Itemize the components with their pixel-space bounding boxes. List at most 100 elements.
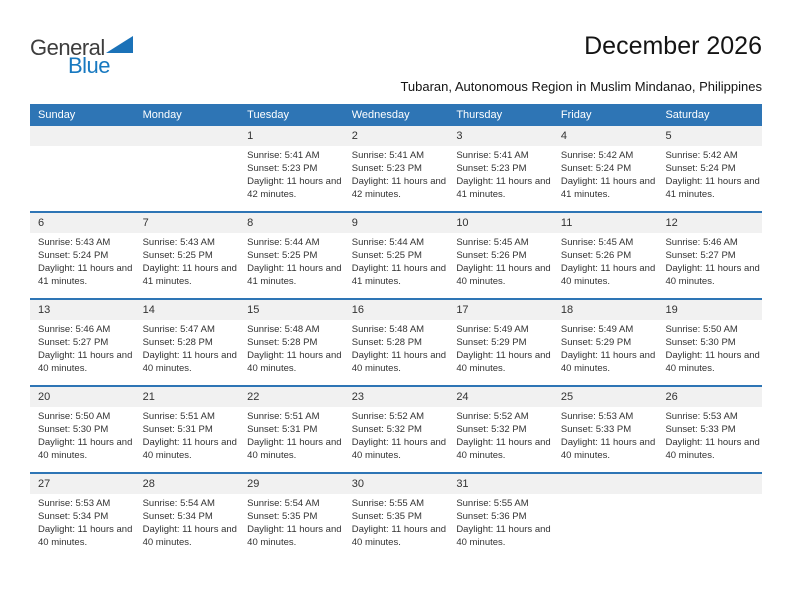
sunset-text: Sunset: 5:34 PM [38,511,109,522]
day-details: Sunrise: 5:41 AM Sunset: 5:23 PM Daylight:… [448,146,553,211]
daylight-text: Daylight: 11 hours and 41 minutes. [665,176,760,200]
day-number [552,474,658,494]
weekday-thursday: Thursday [456,109,503,121]
sunset-text: Sunset: 5:29 PM [560,337,632,348]
day-cell: 19 Sunrise: 5:50 AM Sunset: 5:30 PM Dayligh… [657,300,763,385]
sunrise-text: Sunrise: 5:43 AM [38,237,111,248]
day-number: 20 [30,387,135,407]
day-number: 12 [657,213,763,233]
sunrise-text: Sunrise: 5:49 AM [560,324,634,335]
daylight-text: Daylight: 11 hours and 40 minutes. [351,350,447,374]
daylight-text: Daylight: 11 hours and 40 minutes. [456,263,551,287]
sunset-text: Sunset: 5:28 PM [247,337,318,348]
sunset-text: Sunset: 5:30 PM [665,337,736,348]
sunrise-text: Sunrise: 5:46 AM [665,237,738,248]
daylight-text: Daylight: 11 hours and 40 minutes. [38,350,133,374]
sunrise-text: Sunrise: 5:52 AM [456,411,529,422]
sunset-text: Sunset: 5:28 PM [142,337,213,348]
day-cell: 11 Sunrise: 5:45 AM Sunset: 5:26 PM Dayligh… [552,213,658,298]
daylight-text: Daylight: 11 hours and 41 minutes. [247,263,342,287]
daylight-text: Daylight: 11 hours and 42 minutes. [351,176,447,200]
daylight-text: Daylight: 11 hours and 41 minutes. [456,176,551,200]
weekday-friday: Friday [560,109,592,121]
empty-day-cell [30,126,135,211]
week-row: 20 Sunrise: 5:50 AM Sunset: 5:30 PM Dayligh… [30,385,763,472]
day-details: Sunrise: 5:41 AM Sunset: 5:23 PM Daylight:… [239,146,344,211]
day-number: 30 [343,474,449,494]
day-details: Sunrise: 5:50 AM Sunset: 5:30 PM Daylight:… [30,407,135,472]
day-number: 8 [239,213,344,233]
day-number: 5 [657,126,763,146]
sunrise-text: Sunrise: 5:46 AM [38,324,111,335]
day-number: 16 [343,300,449,320]
sunrise-text: Sunrise: 5:51 AM [247,411,320,422]
sunrise-text: Sunrise: 5:55 AM [456,498,529,509]
sunrise-text: Sunrise: 5:49 AM [456,324,529,335]
sunset-text: Sunset: 5:29 PM [456,337,527,348]
day-number: 19 [657,300,763,320]
day-details: Sunrise: 5:52 AM Sunset: 5:32 PM Daylight:… [448,407,553,472]
sunrise-text: Sunrise: 5:43 AM [142,237,215,248]
weekday-tuesday: Tuesday [247,109,289,121]
sunset-text: Sunset: 5:24 PM [38,250,109,261]
daylight-text: Daylight: 11 hours and 40 minutes. [665,350,760,374]
sunset-text: Sunset: 5:30 PM [38,424,109,435]
day-number: 31 [448,474,553,494]
day-number: 1 [239,126,344,146]
day-details: Sunrise: 5:53 AM Sunset: 5:33 PM Daylight:… [657,407,762,472]
sunrise-text: Sunrise: 5:41 AM [351,150,425,161]
day-cell: 26 Sunrise: 5:53 AM Sunset: 5:33 PM Dayligh… [657,387,763,472]
general-blue-logo: General Blue [30,36,133,77]
day-number: 24 [448,387,553,407]
day-details: Sunrise: 5:53 AM Sunset: 5:34 PM Daylight:… [30,494,135,559]
day-details: Sunrise: 5:42 AM Sunset: 5:24 PM Daylight:… [657,146,762,211]
weekday-saturday: Saturday [665,109,710,121]
sunset-text: Sunset: 5:24 PM [665,163,736,174]
daylight-text: Daylight: 11 hours and 40 minutes. [665,263,760,287]
daylight-text: Daylight: 11 hours and 40 minutes. [456,350,551,374]
logo-text-blue: Blue [68,53,111,78]
sunrise-text: Sunrise: 5:54 AM [142,498,215,509]
sunset-text: Sunset: 5:26 PM [456,250,527,261]
sunset-text: Sunset: 5:33 PM [560,424,632,435]
daylight-text: Daylight: 11 hours and 40 minutes. [456,524,551,548]
day-cell: 9 Sunrise: 5:44 AM Sunset: 5:25 PM Daylight… [343,213,449,298]
day-details: Sunrise: 5:46 AM Sunset: 5:27 PM Daylight:… [30,320,135,385]
sunrise-text: Sunrise: 5:41 AM [247,150,320,161]
day-number: 21 [134,387,240,407]
day-number: 14 [134,300,240,320]
day-number: 29 [239,474,344,494]
weekday-header-row: Sunday Monday Tuesday Wednesday Thursday… [30,104,762,126]
sunrise-text: Sunrise: 5:42 AM [560,150,634,161]
day-cell: 17 Sunrise: 5:49 AM Sunset: 5:29 PM Dayligh… [448,300,553,385]
week-row: 6 Sunrise: 5:43 AM Sunset: 5:24 PM Daylight… [30,211,763,298]
daylight-text: Daylight: 11 hours and 41 minutes. [142,263,237,287]
day-number [134,126,240,146]
day-details: Sunrise: 5:52 AM Sunset: 5:32 PM Daylight:… [344,407,449,472]
day-number: 17 [448,300,553,320]
day-cell: 28 Sunrise: 5:54 AM Sunset: 5:34 PM Dayligh… [134,474,240,559]
day-details: Sunrise: 5:45 AM Sunset: 5:26 PM Daylight:… [553,233,658,298]
day-details [135,146,240,211]
sunrise-text: Sunrise: 5:53 AM [665,411,738,422]
day-details [30,146,135,211]
sunset-text: Sunset: 5:25 PM [351,250,422,261]
sunset-text: Sunset: 5:26 PM [560,250,632,261]
day-details: Sunrise: 5:49 AM Sunset: 5:29 PM Daylight:… [553,320,658,385]
day-number: 27 [30,474,135,494]
sunset-text: Sunset: 5:35 PM [351,511,422,522]
logo-triangle-icon [105,36,133,58]
sunset-text: Sunset: 5:23 PM [351,163,422,174]
location-subtitle: Tubaran, Autonomous Region in Muslim Min… [400,79,762,94]
day-details: Sunrise: 5:53 AM Sunset: 5:33 PM Daylight:… [553,407,658,472]
day-number: 6 [30,213,135,233]
sunrise-text: Sunrise: 5:44 AM [351,237,425,248]
sunset-text: Sunset: 5:35 PM [247,511,318,522]
week-row: 27 Sunrise: 5:53 AM Sunset: 5:34 PM Dayligh… [30,472,763,559]
sunrise-text: Sunrise: 5:45 AM [456,237,529,248]
sunset-text: Sunset: 5:27 PM [665,250,736,261]
sunrise-text: Sunrise: 5:50 AM [38,411,111,422]
day-details: Sunrise: 5:46 AM Sunset: 5:27 PM Daylight:… [657,233,762,298]
sunset-text: Sunset: 5:23 PM [247,163,318,174]
day-number: 25 [552,387,658,407]
